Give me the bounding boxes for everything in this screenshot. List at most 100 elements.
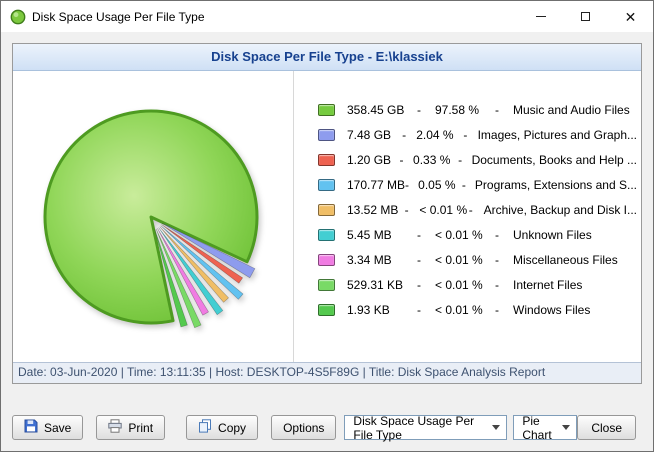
legend-label: Programs, Extensions and S... <box>474 177 637 192</box>
legend-separator: - <box>417 277 421 292</box>
report-type-dropdown[interactable]: Disk Space Usage Per File Type <box>344 413 508 442</box>
copy-button-label: Copy <box>218 420 247 435</box>
legend-label: Unknown Files <box>513 227 592 242</box>
legend-size: 3.34 MB <box>347 252 392 267</box>
legend-row: 358.45 GB -97.58 % - Music and Audio Files <box>318 97 637 122</box>
legend-color-swatch <box>318 278 335 291</box>
legend-percent: < 0.01 % <box>435 252 483 267</box>
chevron-down-icon <box>562 425 571 430</box>
legend-size: 1.20 GB <box>347 152 392 167</box>
close-button-label: Close <box>591 420 622 435</box>
legend-color-swatch <box>318 103 335 116</box>
window-controls: ✕ <box>518 1 653 32</box>
legend-percent: 97.58 % <box>435 102 480 117</box>
legend-separator: - <box>495 102 499 117</box>
maximize-icon <box>581 12 590 21</box>
legend-percent: < 0.01 % <box>435 302 483 317</box>
legend-separator: - <box>417 252 421 267</box>
print-button[interactable]: Print <box>96 415 166 440</box>
legend-color-swatch <box>318 303 335 316</box>
legend-separator: - <box>417 102 421 117</box>
status-bar: Date: 03-Jun-2020 | Time: 13:11:35 | Hos… <box>13 362 641 383</box>
disk-pie-icon <box>10 9 26 25</box>
legend-percent: < 0.01 % <box>435 277 483 292</box>
legend-row: 13.52 MB - < 0.01 % - Archive, Backup and Di… <box>318 197 637 222</box>
legend-separator: - <box>402 127 407 142</box>
legend-separator: - <box>495 227 499 242</box>
options-button-label: Options <box>283 420 325 435</box>
legend-size: 529.31 KB <box>347 277 404 292</box>
legend-size: 7.48 GB <box>347 127 392 142</box>
legend-size: 170.77 MB <box>347 177 406 192</box>
report-panel: Disk Space Per File Type - E:\klassiek <box>12 43 642 384</box>
legend-percent: 0.33 % <box>413 152 451 167</box>
legend-label: Images, Pictures and Graph... <box>477 127 637 142</box>
options-button[interactable]: Options <box>271 415 337 440</box>
chart-type-dropdown[interactable]: Pie Chart <box>513 413 578 442</box>
printer-icon <box>108 419 123 436</box>
legend-size: 1.93 KB <box>347 302 390 317</box>
legend-label: Music and Audio Files <box>513 102 630 117</box>
pie-slice <box>160 224 244 300</box>
dialog-body: Disk Space Per File Type - E:\klassiek <box>1 32 653 451</box>
legend-separator: - <box>399 152 404 167</box>
close-button[interactable]: Close <box>577 415 636 440</box>
legend-separator: - <box>405 177 410 192</box>
maximize-button[interactable] <box>563 1 608 32</box>
legend-row: 1.20 GB -0.33 % - Documents, Books and Help… <box>318 147 637 172</box>
legend-color-swatch <box>318 153 335 166</box>
pie-slice <box>157 227 209 316</box>
close-window-button[interactable]: ✕ <box>608 1 653 32</box>
chart-and-legend: 358.45 GB -97.58 % - Music and Audio Files 7… <box>13 71 641 362</box>
legend-row: 7.48 GB -2.04 % - Images, Pictures and Grap… <box>318 122 637 147</box>
floppy-icon <box>24 419 38 436</box>
save-button-label: Save <box>44 420 72 435</box>
legend-label: Archive, Backup and Disk I... <box>483 202 637 217</box>
chevron-down-icon <box>492 425 501 430</box>
print-button-label: Print <box>128 420 154 435</box>
toolbar: Save Print <box>12 413 642 442</box>
legend-row: 529.31 KB - < 0.01 % - Internet Files <box>318 272 637 297</box>
legend-color-swatch <box>318 128 335 141</box>
legend-label: Internet Files <box>513 277 583 292</box>
legend-separator: - <box>417 227 421 242</box>
titlebar: Disk Space Usage Per File Type ✕ <box>1 1 653 32</box>
pie-slice <box>162 222 256 278</box>
legend-size: 358.45 GB <box>347 102 405 117</box>
pie-slice <box>158 226 224 315</box>
minimize-icon <box>535 16 546 17</box>
save-button[interactable]: Save <box>12 415 84 440</box>
legend-row: 3.34 MB - < 0.01 % - Miscellaneous Files <box>318 247 637 272</box>
pie-slice-main <box>43 109 259 324</box>
legend-separator: - <box>461 177 466 192</box>
legend-separator: - <box>495 277 499 292</box>
legend-separator: - <box>495 252 499 267</box>
legend-row: 1.93 KB - < 0.01 % - Windows Files <box>318 297 637 322</box>
legend-size: 13.52 MB <box>347 202 399 217</box>
minimize-button[interactable] <box>518 1 563 32</box>
legend-label: Windows Files <box>513 302 591 317</box>
pie-slice <box>159 225 229 303</box>
pie-slice <box>161 223 244 284</box>
chart-title: Disk Space Per File Type - E:\klassiek <box>13 44 641 71</box>
copy-button[interactable]: Copy <box>186 415 259 440</box>
pie-chart-area <box>13 71 294 362</box>
legend-separator: - <box>458 152 463 167</box>
pie-chart <box>43 109 259 328</box>
close-icon: ✕ <box>624 8 637 25</box>
legend-percent: < 0.01 % <box>435 227 483 242</box>
copy-pages-icon <box>198 419 212 436</box>
legend-separator: - <box>417 302 421 317</box>
legend-separator: - <box>468 202 473 217</box>
legend-separator: - <box>463 127 468 142</box>
legend-row: 5.45 MB - < 0.01 % - Unknown Files <box>318 222 637 247</box>
legend-color-swatch <box>318 203 335 216</box>
legend-row: 170.77 MB -0.05 % - Programs, Extensions an… <box>318 172 637 197</box>
legend-color-swatch <box>318 178 335 191</box>
report-type-dropdown-value: Disk Space Usage Per File Type <box>353 413 475 442</box>
legend-color-swatch <box>318 253 335 266</box>
legend-percent: < 0.01 % <box>419 202 468 217</box>
chart-type-dropdown-value: Pie Chart <box>522 413 552 442</box>
legend-label: Miscellaneous Files <box>513 252 618 267</box>
